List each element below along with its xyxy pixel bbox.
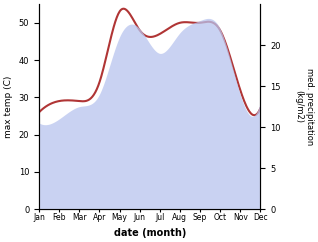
X-axis label: date (month): date (month) — [114, 228, 186, 238]
Y-axis label: med. precipitation
(kg/m2): med. precipitation (kg/m2) — [294, 68, 314, 145]
Y-axis label: max temp (C): max temp (C) — [4, 76, 13, 138]
